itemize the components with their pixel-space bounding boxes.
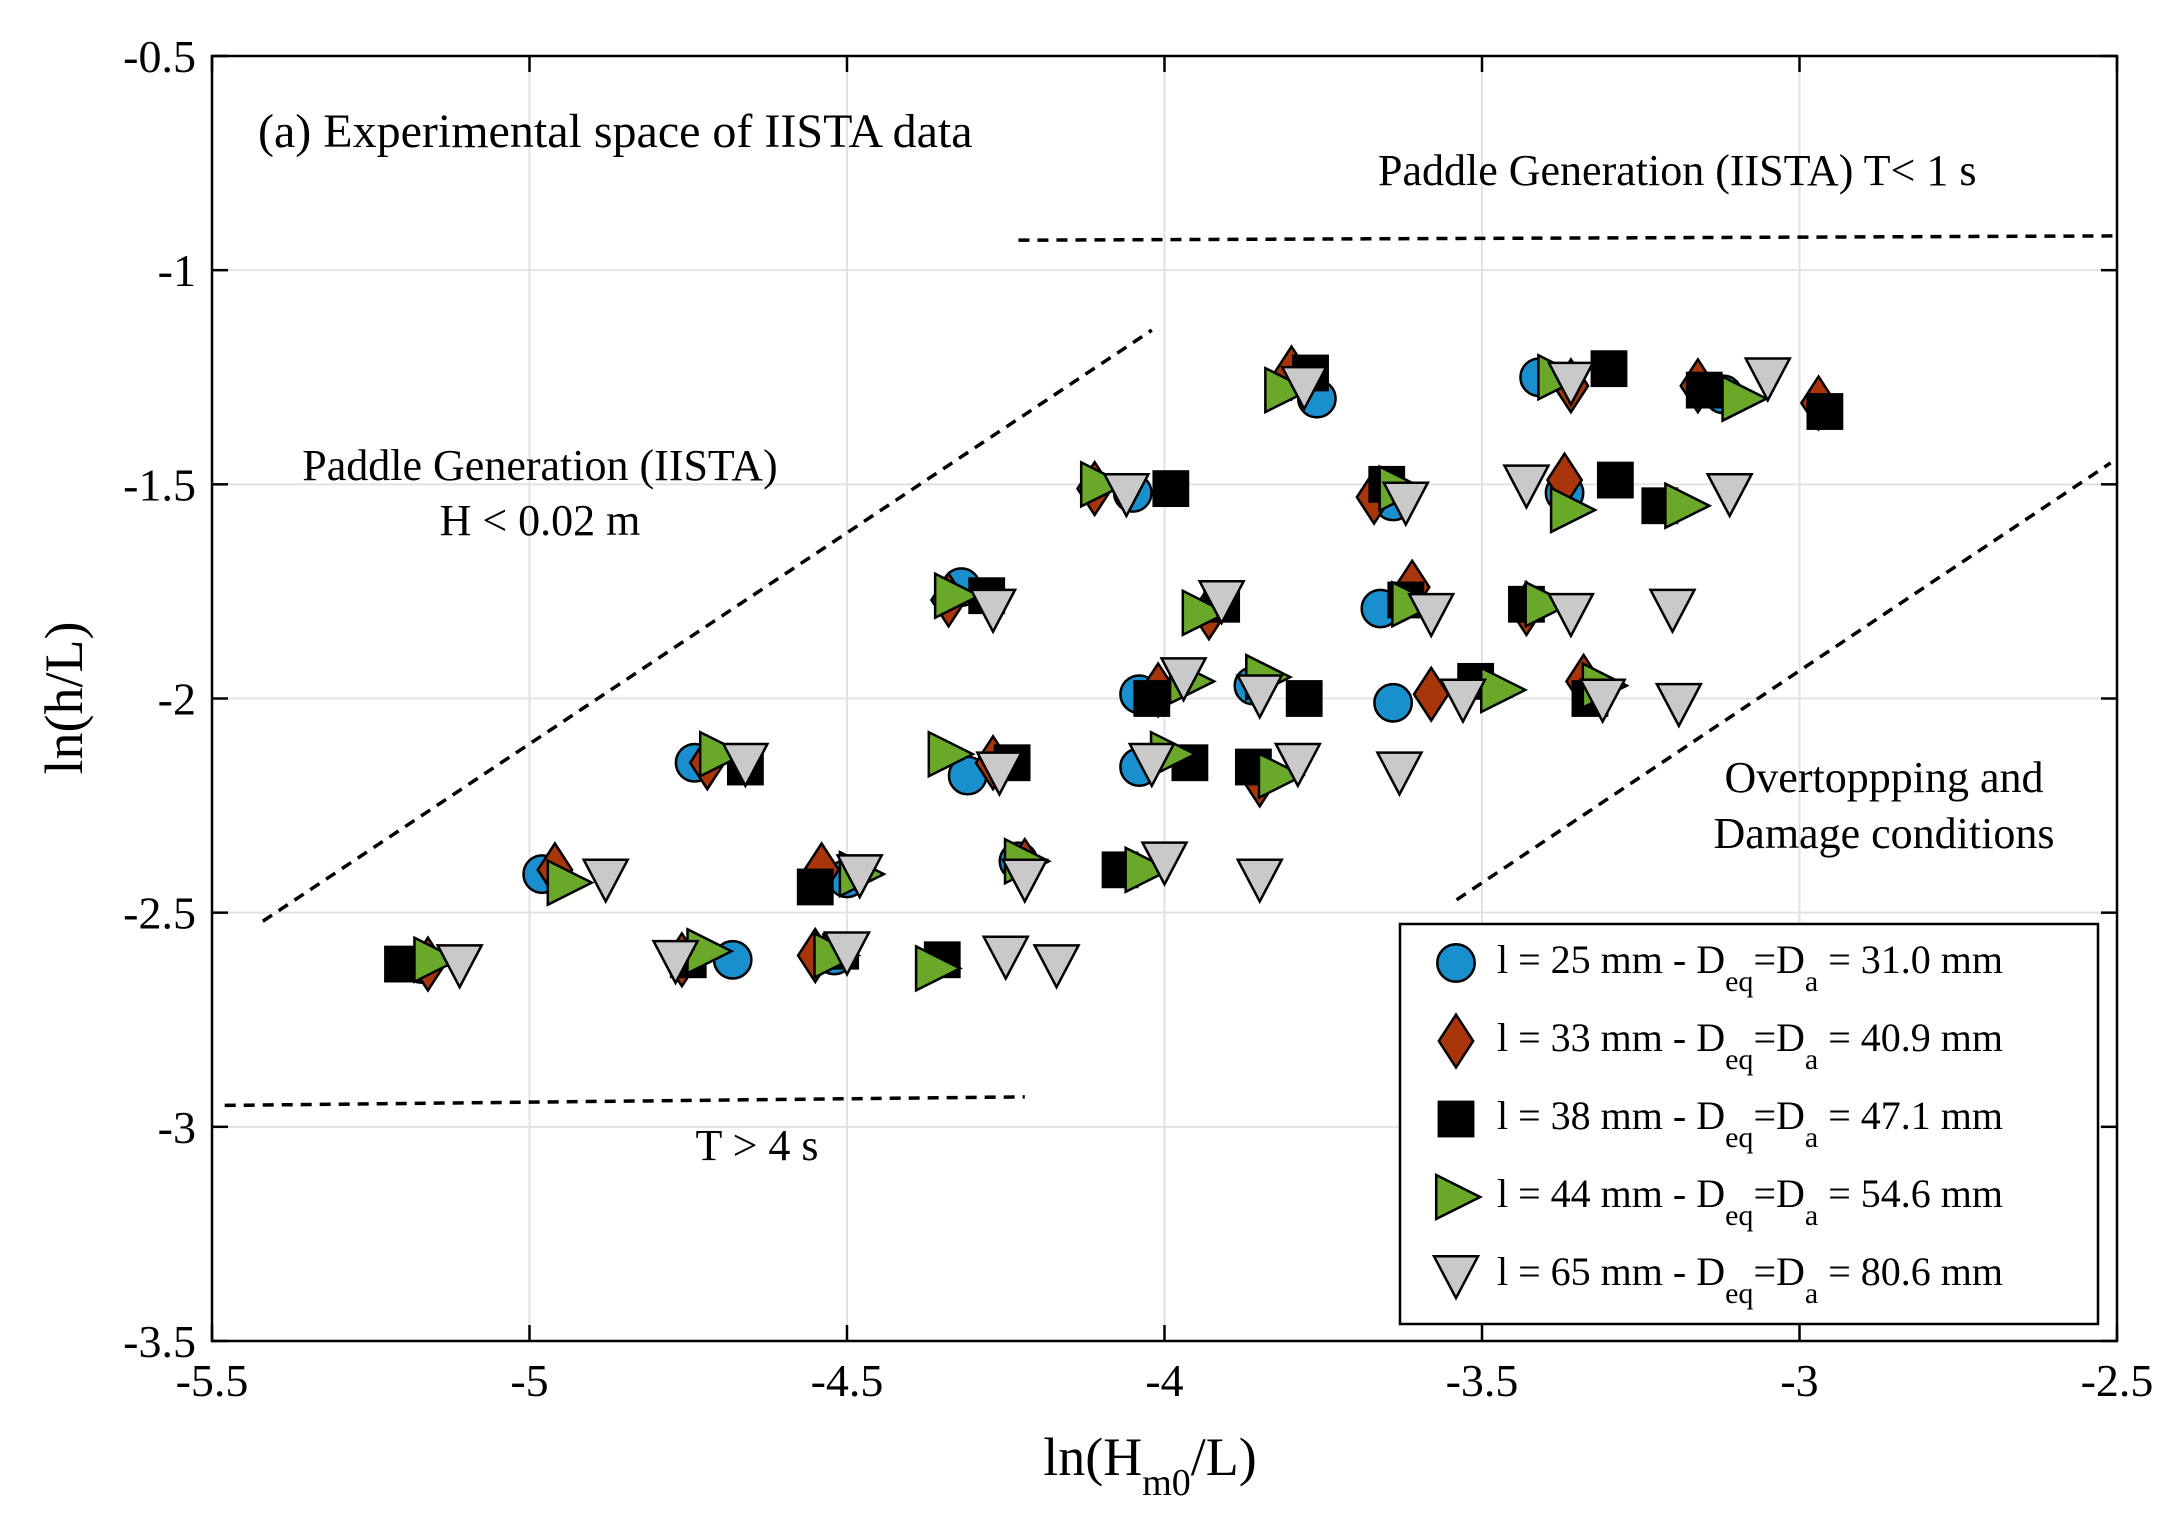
data-point-triangle-right (413, 935, 462, 984)
panel-label: (a) Experimental space of IISTA data (258, 105, 973, 158)
data-point-triangle-down (435, 944, 484, 990)
annotation-overtopping-line2: Damage conditions (1714, 809, 2055, 858)
data-point-triangle-down (1375, 751, 1424, 798)
data-point-triangle-down (581, 858, 630, 905)
x-tick-label: -5 (510, 1355, 548, 1406)
y-axis-label: ln(h/L) (34, 622, 94, 775)
data-point-triangle-down (1273, 742, 1322, 789)
annotation-paddle-h-line2: H < 0.02 m (440, 496, 641, 545)
data-point-triangle-right (1664, 481, 1713, 530)
data-point-triangle-down (1502, 464, 1551, 511)
data-point-square (1596, 461, 1634, 499)
data-point-triangle-down (1000, 858, 1049, 905)
data-point-triangle-down (1407, 592, 1456, 639)
annotation-paddle-h-line1: Paddle Generation (IISTA) (302, 441, 777, 490)
data-point-triangle-down (1654, 682, 1703, 729)
annotation-t-long: T > 4 s (695, 1121, 818, 1170)
data-point-square (1133, 680, 1171, 717)
annotation-overtopping-line1: Overtoppping and (1725, 753, 2044, 802)
legend-marker-triangle-down (1431, 1255, 1481, 1301)
data-points (384, 344, 1844, 993)
y-tick-label: -0.5 (123, 31, 196, 82)
data-point-triangle-down (1578, 678, 1627, 725)
x-tick-label: -5.5 (176, 1355, 249, 1406)
data-point-square (1285, 680, 1323, 717)
data-point-triangle-right (1181, 588, 1230, 637)
data-point-triangle-down (1546, 361, 1595, 408)
data-point-triangle-down (975, 751, 1024, 798)
data-point-triangle-down (1743, 357, 1792, 404)
data-point-triangle-right (1549, 486, 1598, 535)
data-point-triangle-down (1159, 657, 1208, 703)
data-point-triangle-down (1032, 944, 1081, 990)
data-point-triangle-down (1381, 481, 1430, 528)
data-point-triangle-right (933, 571, 982, 620)
y-tick-label: -3 (158, 1102, 196, 1153)
data-point-triangle-down (1546, 592, 1595, 639)
data-point-circle (1373, 682, 1414, 723)
data-point-square (1590, 350, 1628, 388)
x-tick-label: -2.5 (2081, 1355, 2154, 1406)
data-point-triangle-down (651, 939, 700, 986)
legend-markers (1431, 943, 1483, 1301)
data-point-triangle-down (968, 588, 1018, 635)
data-point-square (1685, 371, 1723, 409)
annotation-paddle-t: Paddle Generation (IISTA) T< 1 s (1378, 146, 1976, 195)
data-point-triangle-down (822, 931, 872, 978)
data-point-triangle-right (1480, 665, 1529, 714)
data-point-square (1152, 470, 1190, 508)
boundary-line (261, 328, 1153, 923)
legend-marker-triangle-right (1434, 1172, 1483, 1222)
data-point-triangle-right (914, 944, 963, 993)
y-tick-label: -2 (158, 674, 196, 725)
legend-entry-5: l = 65 mm - Deq=Da = 80.6 mm (1497, 1249, 2003, 1310)
boundary-line (1455, 461, 2112, 902)
y-tick-label: -1 (158, 245, 196, 296)
boundary-line (1018, 234, 2118, 242)
x-tick-label: -3.5 (1446, 1355, 1519, 1406)
legend-entry-4: l = 44 mm - Deq=Da = 54.6 mm (1497, 1171, 2003, 1232)
legend-box (1398, 922, 2100, 1326)
data-point-triangle-down (721, 742, 770, 789)
data-point-triangle-right (927, 730, 976, 779)
data-point-square (1806, 393, 1844, 430)
data-point-triangle-down (1102, 472, 1151, 519)
x-axis-ticks: -5.5 -5 -4.5 -4 -3.5 -3 -2.5 (176, 56, 2154, 1406)
y-tick-label: -1.5 (123, 459, 196, 510)
data-point-triangle-down (1197, 580, 1246, 626)
legend-marker-circle (1436, 943, 1476, 983)
legend-entry-1: l = 25 mm - Deq=Da = 31.0 mm (1497, 937, 2003, 998)
data-point-triangle-down (1235, 858, 1284, 905)
data-point-triangle-down (1438, 678, 1488, 725)
data-point-square (796, 868, 834, 906)
y-tick-label: -2.5 (123, 888, 196, 939)
y-axis-ticks: -0.5 -1 -1.5 -2 -2.5 -3 -3.5 (123, 31, 2117, 1367)
data-point-triangle-down (981, 935, 1030, 982)
data-point-triangle-down (1127, 742, 1176, 789)
x-axis-label: ln(Hm0/L) (1043, 1427, 1257, 1504)
data-point-triangle-right (1124, 845, 1173, 894)
legend-marker-diamond (1437, 1012, 1475, 1070)
data-point-triangle-down (835, 854, 884, 900)
legend: l = 25 mm - Deq=Da = 31.0 mm l = 33 mm -… (1398, 922, 2100, 1326)
data-point-triangle-right (1257, 751, 1306, 800)
data-point-triangle-down (1235, 674, 1284, 721)
y-tick-label: -3.5 (123, 1316, 196, 1367)
x-tick-label: -3 (1780, 1355, 1818, 1406)
data-point-triangle-down (1705, 472, 1754, 519)
legend-entry-3: l = 38 mm - Deq=Da = 47.1 mm (1497, 1093, 2003, 1154)
boundary-line (224, 1095, 1025, 1108)
data-point-triangle-right (1721, 374, 1770, 423)
data-point-triangle-down (1280, 365, 1329, 412)
data-point-triangle-down (1140, 841, 1189, 888)
legend-entry-2: l = 33 mm - Deq=Da = 40.9 mm (1497, 1015, 2003, 1076)
legend-marker-square (1437, 1100, 1475, 1138)
boundary-lines (224, 234, 2118, 1108)
x-tick-label: -4.5 (811, 1355, 884, 1406)
x-tick-label: -4 (1145, 1355, 1183, 1406)
data-point-triangle-right (546, 858, 595, 907)
data-point-triangle-down (1648, 588, 1697, 635)
